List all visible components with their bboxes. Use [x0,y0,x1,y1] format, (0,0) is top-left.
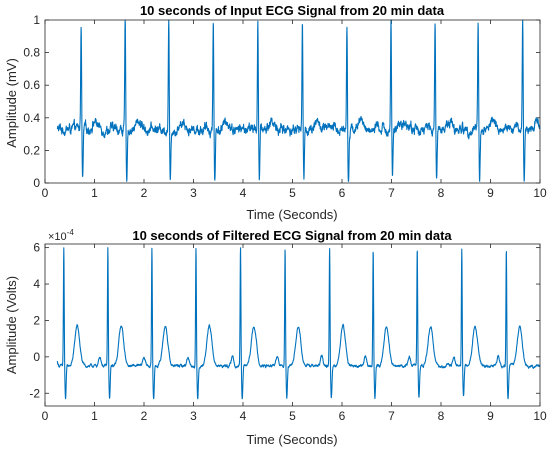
x-tick-label: 0 [42,186,49,200]
chart-title: 10 seconds of Filtered ECG Signal from 2… [132,228,452,243]
ecg-trace [56,19,541,182]
x-tick-label: 6 [339,409,346,423]
y-axis-exponent: ×10-4 [48,228,74,243]
x-tick-label: 8 [438,186,445,200]
x-tick-label: 2 [141,186,148,200]
y-axis-label: Amplitude (Volts) [4,276,19,374]
chart-title: 10 seconds of Input ECG Signal from 20 m… [140,3,445,18]
x-tick-label: 7 [388,409,395,423]
y-tick-label: -2 [29,386,40,400]
plot-area [56,247,541,400]
y-tick-label: 0 [33,350,40,364]
y-tick-label: 0.4 [23,111,40,125]
x-tick-label: 9 [487,409,494,423]
plot-area [56,19,541,182]
y-tick-label: 1 [33,13,40,27]
x-tick-label: 1 [91,409,98,423]
x-tick-label: 10 [533,409,547,423]
x-tick-label: 4 [240,409,247,423]
ecg-trace [56,247,541,400]
axes-frame [44,19,541,184]
x-tick-label: 8 [438,409,445,423]
x-tick-label: 10 [533,186,547,200]
x-tick-label: 0 [42,409,49,423]
y-tick-label: 0.2 [23,143,40,157]
y-tick-label: 0.6 [23,78,40,92]
x-tick-label: 7 [388,186,395,200]
x-axis-label: Time (Seconds) [246,432,337,447]
x-axis-label: Time (Seconds) [246,207,337,222]
x-tick-label: 5 [289,409,296,423]
tick-group: 0 1 2 3 4 5 6 7 8 9 10 0 0.2 0.4 0.6 0.8 1 [23,13,547,200]
y-axis-label: Amplitude (mV) [4,58,19,148]
axes-frame [44,243,541,407]
y-tick-label: 0 [33,176,40,190]
x-tick-label: 9 [487,186,494,200]
x-tick-label: 4 [240,186,247,200]
x-tick-label: 2 [141,409,148,423]
y-tick-label: 0.8 [23,46,40,60]
x-tick-label: 3 [190,186,197,200]
y-tick-label: 4 [33,277,40,291]
x-tick-label: 1 [91,186,98,200]
input-ecg-chart: 10 seconds of Input ECG Signal from 20 m… [4,3,547,222]
filtered-ecg-chart: ×10-4 10 seconds of Filtered ECG Signal … [4,228,547,447]
x-tick-label: 3 [190,409,197,423]
x-tick-label: 5 [289,186,296,200]
x-tick-label: 6 [339,186,346,200]
y-tick-label: 2 [33,313,40,327]
y-tick-label: 6 [33,241,40,255]
